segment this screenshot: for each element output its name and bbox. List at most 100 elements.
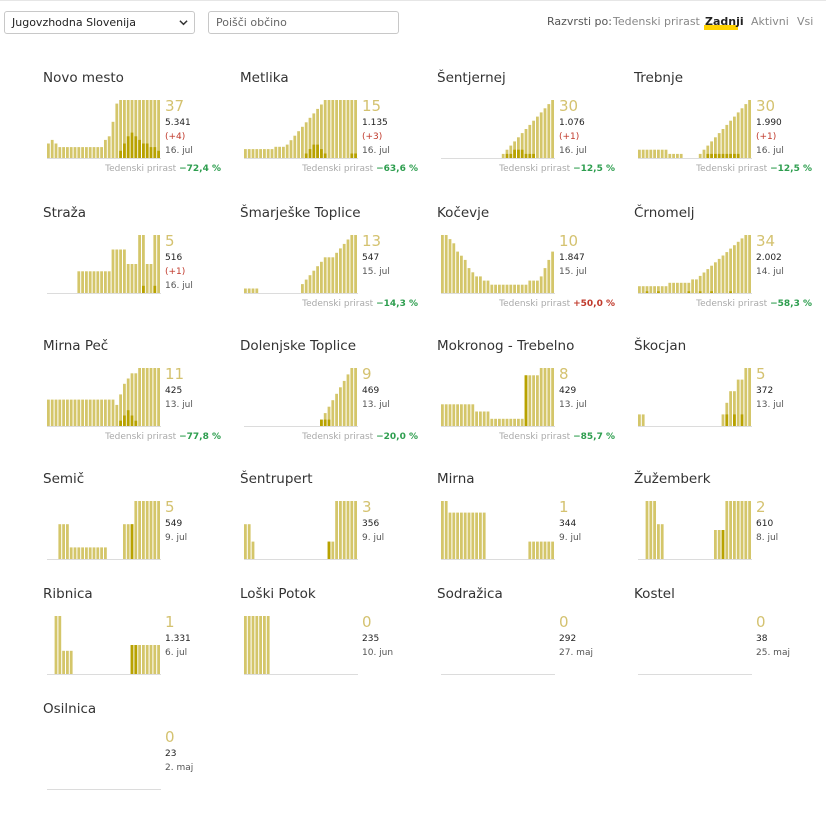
bar-recent: [350, 153, 354, 158]
total-count: 1.847: [559, 253, 585, 263]
municipality-card[interactable]: Žužemberk 2 610 8. jul: [634, 471, 824, 601]
bar: [304, 122, 308, 158]
weekly-growth: Tedenski prirast −14,3 %: [302, 299, 418, 309]
bar: [490, 284, 494, 293]
bar: [142, 368, 145, 426]
municipality-card[interactable]: Šentjernej 30 1.076 (+1) 16. jul Tedenski pri…: [437, 70, 627, 200]
municipality-name: Škocjan: [634, 338, 687, 354]
bar: [717, 133, 721, 158]
bar: [467, 268, 471, 293]
bar: [714, 137, 717, 158]
municipality-name: Novo mesto: [43, 70, 124, 86]
municipality-card[interactable]: Dolenjske Toplice 9 469 13. jul Tedenski pri…: [240, 338, 430, 468]
municipality-name: Črnomelj: [634, 205, 695, 221]
weekly-growth-label: Tedenski prirast: [302, 164, 374, 174]
municipality-card[interactable]: Straža 5 516 (+1) 16. jul: [43, 205, 233, 335]
sparkline-chart: [47, 616, 161, 675]
municipality-card[interactable]: Metlika 15 1.135 (+3) 16. jul Tedenski priras…: [240, 70, 430, 200]
municipality-card[interactable]: Kostel 0 38 25. maj: [634, 586, 824, 716]
bar-recent: [308, 149, 312, 158]
bar: [77, 147, 81, 158]
total-count: 1.990: [756, 118, 782, 128]
bar: [748, 100, 751, 158]
bar: [145, 368, 149, 426]
bar-recent: [130, 132, 134, 158]
bar: [467, 512, 471, 559]
bar-recent: [134, 420, 138, 426]
bar: [346, 374, 350, 426]
bar-recent: [733, 153, 736, 158]
municipality-card[interactable]: Šmarješke Toplice 13 547 15. jul Tedenski pr…: [240, 205, 430, 335]
sparkline-chart: [244, 100, 358, 159]
bar: [259, 616, 262, 674]
total-count: 469: [362, 386, 380, 396]
bar: [247, 288, 251, 293]
bar: [740, 379, 744, 426]
bar: [467, 404, 471, 427]
region-select[interactable]: Jugovzhodna Slovenija: [4, 11, 195, 34]
municipality-card[interactable]: Šentrupert 3 356 9. jul: [240, 471, 430, 601]
sort-option-weekly[interactable]: Tedenski prirast: [613, 15, 700, 28]
last-date: 16. jul: [165, 281, 193, 291]
bar-recent: [706, 153, 710, 158]
municipality-card[interactable]: Loški Potok 0 235 10. jun: [240, 586, 430, 716]
weekly-growth: Tedenski prirast −63,6 %: [302, 164, 418, 174]
municipality-name: Kostel: [634, 586, 675, 602]
bar: [536, 280, 539, 293]
bar: [88, 147, 92, 158]
municipality-name: Ribnica: [43, 586, 93, 602]
bar: [482, 411, 486, 426]
municipality-name: Straža: [43, 205, 87, 221]
municipality-card[interactable]: Škocjan 5 372 13. jul: [634, 338, 824, 468]
bar: [657, 524, 660, 559]
bar-recent: [729, 153, 732, 158]
municipality-card[interactable]: Mokronog - Trebelno 8 429 13. jul Tedenski p…: [437, 338, 627, 468]
bar: [149, 264, 153, 293]
bar: [748, 368, 751, 426]
bar: [517, 418, 520, 427]
bar-recent: [134, 645, 138, 674]
municipality-card[interactable]: Osilnica 0 23 2. maj: [43, 701, 233, 831]
sort-option-latest[interactable]: Zadnji: [705, 15, 744, 28]
bar: [157, 501, 160, 559]
bar: [278, 146, 281, 158]
bar-recent: [698, 291, 702, 293]
municipality-card[interactable]: Mirna 1 344 9. jul: [437, 471, 627, 601]
sort-option-all[interactable]: Vsi: [797, 15, 814, 28]
municipality-card[interactable]: Trebnje 30 1.990 (+1) 16. jul Tedenski priras…: [634, 70, 824, 200]
bar: [498, 418, 501, 427]
bar: [149, 368, 153, 426]
bar: [346, 239, 350, 293]
sparkline-chart: [244, 368, 358, 427]
bar: [725, 402, 729, 426]
bar: [536, 541, 539, 559]
search-input[interactable]: Poišči občino: [208, 11, 399, 34]
municipality-card[interactable]: Kočevje 10 1.847 15. jul Tedenski prirast +5…: [437, 205, 627, 335]
municipality-card[interactable]: Novo mesto 37 5.341 (+4) 16. jul Tedenski pri…: [43, 70, 233, 200]
bar: [524, 284, 528, 293]
municipality-card[interactable]: Črnomelj 34 2.002 14. jul Tedenski prirast −…: [634, 205, 824, 335]
bar: [62, 399, 65, 426]
bar: [350, 368, 354, 426]
bar: [88, 399, 92, 426]
municipality-card[interactable]: Mirna Peč 11 425 13. jul Tedenski prirast −7…: [43, 338, 233, 468]
bar: [157, 235, 160, 293]
bar-recent: [657, 291, 660, 293]
bar-recent: [149, 147, 153, 158]
latest-count: 34: [756, 232, 776, 250]
sparkline-chart: [638, 501, 752, 560]
sort-option-active[interactable]: Aktivni: [751, 15, 789, 28]
bar: [354, 368, 357, 426]
bar: [444, 404, 448, 427]
municipality-name: Mokronog - Trebelno: [437, 338, 575, 354]
bar: [54, 616, 58, 674]
municipality-card[interactable]: Ribnica 1 1.331 6. jul: [43, 586, 233, 716]
bar: [479, 276, 482, 293]
bar: [92, 271, 96, 294]
bar-recent: [524, 375, 528, 427]
municipality-card[interactable]: Sodražica 0 292 27. maj: [437, 586, 627, 716]
weekly-growth: Tedenski prirast −20,0 %: [302, 432, 418, 442]
municipality-card[interactable]: Semič 5 549 9. jul: [43, 471, 233, 601]
last-date: 8. jul: [756, 533, 779, 543]
total-count: 1.135: [362, 118, 388, 128]
